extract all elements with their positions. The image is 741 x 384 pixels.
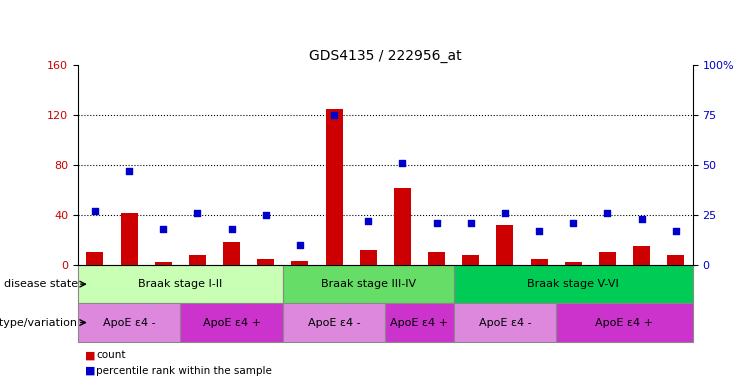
Point xyxy=(328,112,340,118)
Text: ApoE ε4 -: ApoE ε4 - xyxy=(308,318,360,328)
Bar xyxy=(87,253,104,265)
Point xyxy=(362,218,374,224)
Point xyxy=(499,210,511,216)
Bar xyxy=(428,253,445,265)
Text: ■: ■ xyxy=(85,366,96,376)
Point xyxy=(157,226,169,232)
Bar xyxy=(531,259,548,265)
Bar xyxy=(453,265,693,303)
Point xyxy=(396,160,408,166)
Bar xyxy=(385,303,453,342)
Text: ApoE ε4 -: ApoE ε4 - xyxy=(103,318,156,328)
Bar xyxy=(283,265,453,303)
Point xyxy=(602,210,614,216)
Bar xyxy=(78,303,180,342)
Text: ApoE ε4 -: ApoE ε4 - xyxy=(479,318,531,328)
Bar xyxy=(496,225,514,265)
Bar xyxy=(223,243,240,265)
Text: ApoE ε4 +: ApoE ε4 + xyxy=(596,318,654,328)
Bar xyxy=(359,250,376,265)
Point xyxy=(294,242,306,248)
Bar xyxy=(667,255,684,265)
Point xyxy=(225,226,237,232)
Point xyxy=(670,228,682,234)
Bar xyxy=(121,213,138,265)
Bar xyxy=(283,303,385,342)
Bar xyxy=(189,255,206,265)
Bar xyxy=(565,263,582,265)
Text: genotype/variation: genotype/variation xyxy=(0,318,78,328)
Point xyxy=(636,216,648,222)
Text: Braak stage I-II: Braak stage I-II xyxy=(138,279,222,289)
Text: disease state: disease state xyxy=(4,279,78,289)
Point xyxy=(191,210,203,216)
Bar xyxy=(462,255,479,265)
Point xyxy=(89,208,101,214)
Point xyxy=(534,228,545,234)
Point xyxy=(260,212,272,218)
Bar xyxy=(155,263,172,265)
Bar xyxy=(257,259,274,265)
Point xyxy=(431,220,442,226)
Bar xyxy=(394,187,411,265)
Bar xyxy=(180,303,283,342)
Bar xyxy=(633,246,650,265)
Text: Braak stage V-VI: Braak stage V-VI xyxy=(528,279,619,289)
Bar xyxy=(325,109,342,265)
Text: Braak stage III-IV: Braak stage III-IV xyxy=(321,279,416,289)
Bar xyxy=(556,303,693,342)
Bar xyxy=(599,253,616,265)
Point xyxy=(123,168,135,174)
Text: count: count xyxy=(96,350,126,360)
Text: ApoE ε4 +: ApoE ε4 + xyxy=(391,318,448,328)
Text: percentile rank within the sample: percentile rank within the sample xyxy=(96,366,272,376)
Bar xyxy=(78,265,283,303)
Text: ■: ■ xyxy=(85,350,96,360)
Bar xyxy=(291,261,308,265)
Point xyxy=(568,220,579,226)
Title: GDS4135 / 222956_at: GDS4135 / 222956_at xyxy=(309,49,462,63)
Bar xyxy=(453,303,556,342)
Point xyxy=(465,220,476,226)
Text: ApoE ε4 +: ApoE ε4 + xyxy=(202,318,261,328)
